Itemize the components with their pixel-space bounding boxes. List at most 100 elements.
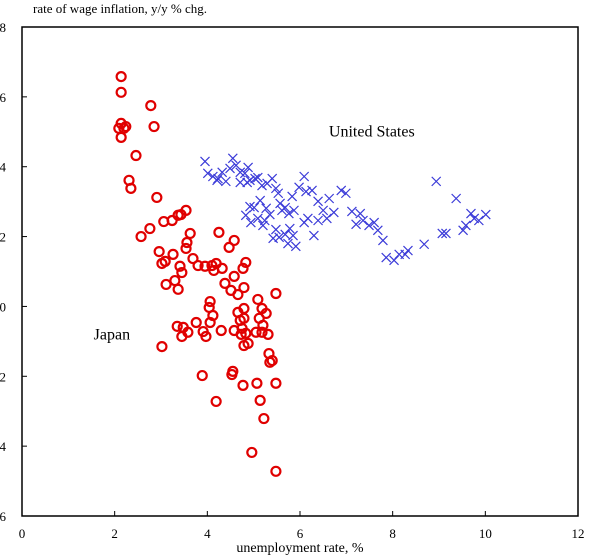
data-point	[321, 213, 332, 224]
x-tick-label: 12	[572, 526, 585, 541]
series	[200, 153, 491, 266]
data-point	[270, 465, 282, 477]
data-point	[307, 185, 317, 196]
y-tick-label: -6	[0, 509, 6, 524]
data-point	[115, 86, 127, 98]
data-point	[431, 176, 442, 187]
data-point	[156, 257, 168, 270]
data-point	[212, 175, 222, 186]
x-tick-label: 8	[389, 526, 396, 541]
data-point	[250, 326, 262, 338]
data-point	[243, 162, 254, 173]
data-point	[115, 70, 127, 83]
y-tick-label: 6	[0, 90, 7, 105]
data-point	[235, 177, 246, 188]
data-point	[227, 153, 238, 164]
data-point	[299, 171, 310, 182]
data-point	[302, 213, 313, 224]
data-point	[473, 215, 484, 226]
data-point	[284, 223, 295, 234]
data-point	[301, 186, 311, 197]
data-point	[135, 230, 147, 243]
data-point	[258, 412, 270, 425]
data-point	[270, 224, 281, 235]
data-point	[451, 193, 462, 204]
data-point	[145, 99, 157, 112]
data-point	[217, 167, 228, 178]
data-point	[176, 266, 188, 279]
data-point	[458, 225, 469, 236]
data-point	[252, 293, 264, 306]
data-point	[245, 217, 256, 228]
data-point	[238, 312, 250, 324]
annotation: Japan	[94, 326, 130, 343]
data-point	[460, 220, 471, 231]
data-point	[364, 220, 374, 231]
data-point	[240, 256, 252, 269]
y-tick-label: 0	[0, 299, 6, 314]
data-point	[231, 160, 241, 171]
data-point	[441, 228, 451, 239]
data-point	[174, 260, 186, 272]
data-point	[226, 368, 238, 381]
data-point	[202, 168, 213, 179]
data-point	[287, 191, 298, 202]
data-point	[267, 173, 278, 184]
data-point	[340, 188, 351, 199]
data-point	[328, 207, 339, 218]
data-point	[215, 324, 227, 337]
data-point	[283, 238, 293, 249]
data-point	[180, 242, 192, 255]
data-point	[466, 208, 476, 219]
data-point	[232, 288, 244, 301]
data-point	[262, 328, 274, 340]
data-point	[381, 252, 392, 263]
data-point	[308, 230, 319, 241]
data-point	[228, 234, 240, 247]
x-tick-label: 4	[204, 526, 211, 541]
x-tick-label: 6	[297, 526, 304, 541]
data-point	[318, 205, 329, 216]
data-point	[213, 226, 225, 238]
y-tick-label: 8	[0, 20, 6, 35]
data-point	[324, 193, 335, 204]
data-point	[275, 198, 286, 209]
data-point	[237, 379, 249, 391]
data-point	[240, 327, 252, 339]
data-point	[237, 262, 249, 274]
data-point	[167, 248, 179, 260]
data-point	[259, 215, 270, 226]
data-point	[270, 377, 282, 389]
data-point	[238, 339, 250, 352]
data-point	[172, 209, 184, 221]
data-point	[172, 283, 184, 295]
data-point	[313, 196, 323, 207]
data-point	[257, 180, 267, 191]
data-point	[238, 281, 250, 294]
data-point	[358, 215, 368, 226]
data-point	[369, 217, 380, 228]
data-point	[176, 330, 188, 343]
data-point	[115, 131, 127, 143]
data-point	[181, 236, 193, 249]
x-axis-label: unemployment rate, %	[236, 541, 363, 556]
data-point	[254, 394, 266, 406]
data-point	[223, 241, 235, 253]
data-point	[200, 330, 212, 343]
data-point	[228, 270, 240, 282]
data-point	[270, 183, 281, 194]
x-tick-label: 2	[111, 526, 118, 541]
data-point	[160, 278, 172, 291]
x-tick-label: 10	[479, 526, 492, 541]
data-point	[120, 120, 132, 133]
data-point	[184, 227, 196, 240]
data-point	[273, 188, 284, 199]
data-point	[251, 377, 263, 389]
data-point	[256, 326, 268, 338]
data-point	[274, 232, 285, 243]
y-tick-label: 2	[0, 230, 6, 245]
data-point	[351, 219, 361, 230]
data-point	[257, 319, 269, 331]
